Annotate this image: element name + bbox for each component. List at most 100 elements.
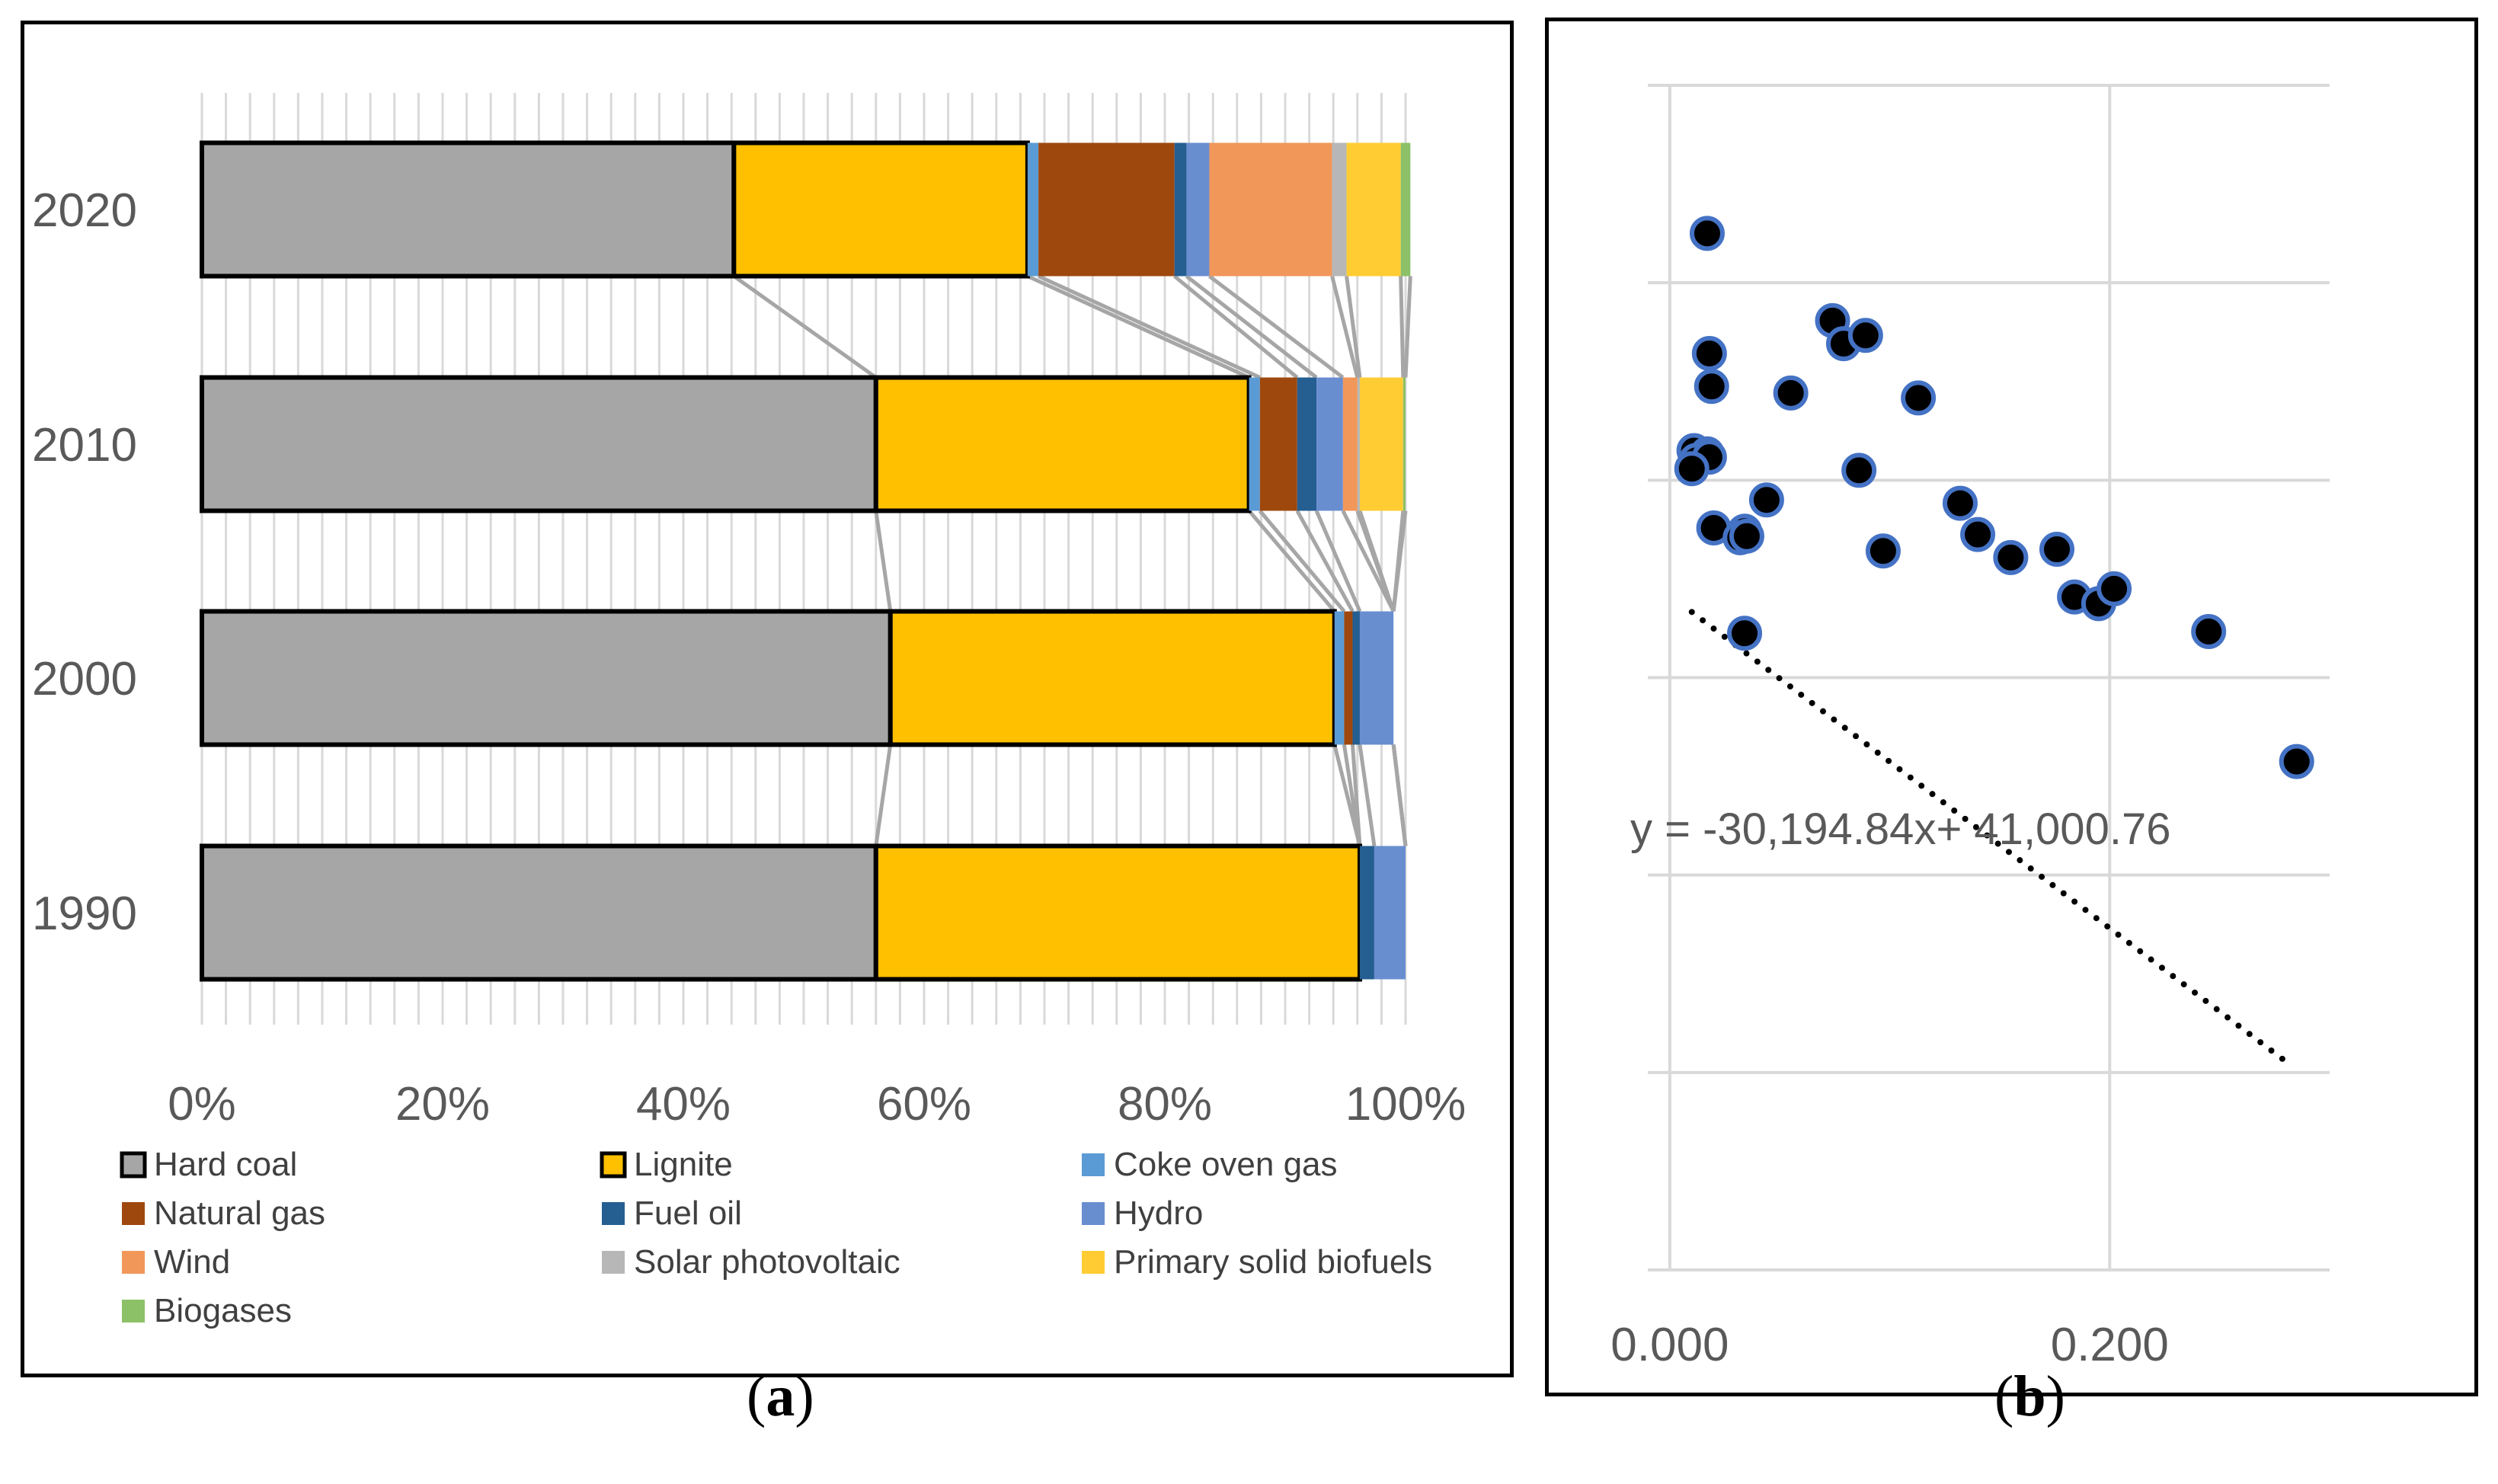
bar-lignite-2020 xyxy=(731,140,1030,279)
connector-line xyxy=(1185,274,1318,379)
bar-hard-coal-2020 xyxy=(200,140,737,279)
bar-coke-oven-gas-2000 xyxy=(1334,611,1345,745)
x-tick-label: 20% xyxy=(395,1078,490,1131)
connector-line xyxy=(1391,510,1408,612)
x-tick-label: 0.200 xyxy=(2051,1319,2169,1371)
y-tick-label: 2000 xyxy=(32,653,137,705)
connector-line xyxy=(1350,744,1362,846)
legend-swatch-hard-coal xyxy=(120,1151,147,1179)
scatter-point xyxy=(1689,216,1725,251)
bar-solar-photovoltaic-2020 xyxy=(1332,142,1347,277)
y-tick-label: 2020 xyxy=(32,184,137,237)
legend-label-primary-solid-biofuels: Primary solid biofuels xyxy=(1114,1243,1432,1281)
scatter-point xyxy=(2039,532,2074,568)
trendline xyxy=(1688,609,2295,1070)
panel-label-a: (a) xyxy=(747,1364,814,1428)
legend-swatch-hydro xyxy=(1082,1202,1105,1225)
y-tick-label: 1990 xyxy=(32,888,137,940)
bar-lignite-2010 xyxy=(873,375,1252,513)
connector-line xyxy=(1295,510,1355,612)
connector-line xyxy=(1247,509,1336,613)
legend-swatch-biogases xyxy=(122,1300,145,1322)
scatter-point xyxy=(1960,517,1996,552)
scatter-point xyxy=(2097,571,2132,606)
bar-solar-photovoltaic-2010 xyxy=(1357,377,1360,511)
x-tick-label: 80% xyxy=(1118,1078,1212,1131)
scatter-point xyxy=(1748,482,1784,518)
legend-swatch-lignite xyxy=(600,1151,627,1179)
bar-lignite-1990 xyxy=(873,843,1362,982)
scatter-point xyxy=(1993,539,2029,575)
legend-swatch-fuel-oil xyxy=(602,1202,625,1225)
legend-label-hydro: Hydro xyxy=(1114,1195,1203,1232)
bar-wind-2020 xyxy=(1209,142,1332,277)
bar-lignite-2000 xyxy=(888,609,1337,747)
bar-primary-solid-biofuels-2020 xyxy=(1346,142,1401,277)
bar-coke-oven-gas-2020 xyxy=(1027,142,1039,277)
connector-line xyxy=(1314,510,1362,612)
bar-hard-coal-2010 xyxy=(200,375,878,513)
x-tick-label: 60% xyxy=(877,1078,971,1131)
bar-fuel-oil-1990 xyxy=(1359,846,1374,980)
bar-natural-gas-2010 xyxy=(1259,377,1297,511)
legend-label-fuel-oil: Fuel oil xyxy=(634,1195,742,1232)
legend-swatch-natural-gas xyxy=(122,1202,145,1225)
scatter-point xyxy=(1841,453,1877,488)
bar-hydro-1990 xyxy=(1374,846,1406,980)
panel-label-b: (b) xyxy=(1994,1364,2065,1428)
connector-line xyxy=(874,510,893,612)
trendline-equation: y = -30,194.84x+ 41,000.76 xyxy=(1630,804,2170,854)
connector-line xyxy=(1345,276,1362,378)
scatter-point xyxy=(1691,336,1727,372)
x-tick-label: 40% xyxy=(636,1078,731,1131)
legend-swatch-wind xyxy=(122,1251,145,1274)
connector-line xyxy=(1173,274,1299,379)
x-tick-label: 100% xyxy=(1345,1078,1466,1131)
scatter-point xyxy=(2279,744,2314,779)
bar-natural-gas-2020 xyxy=(1038,142,1175,277)
connector-line xyxy=(874,744,893,846)
legend-label-wind: Wind xyxy=(154,1243,230,1281)
legend-label-lignite: Lignite xyxy=(634,1146,733,1183)
legend-label-hard-coal: Hard coal xyxy=(154,1146,297,1183)
legend-swatch-primary-solid-biofuels xyxy=(1082,1251,1105,1274)
scatter-point xyxy=(1729,518,1764,554)
bar-fuel-oil-2000 xyxy=(1352,611,1360,745)
connector-line xyxy=(732,274,878,379)
legend-swatch-solar-photovoltaic xyxy=(602,1251,625,1274)
y-tick-label: 2010 xyxy=(32,419,137,472)
connector-line xyxy=(1391,744,1408,846)
connector-line xyxy=(1341,510,1396,612)
scatter-point xyxy=(1674,451,1710,487)
scatter-point xyxy=(1901,380,1937,416)
x-tick-label: 0% xyxy=(168,1078,236,1131)
bar-fuel-oil-2020 xyxy=(1174,142,1187,277)
connector-line xyxy=(1358,510,1396,612)
bar-hydro-2010 xyxy=(1316,377,1343,511)
connector-line xyxy=(1403,276,1412,378)
connector-line xyxy=(1258,509,1346,613)
scatter-point xyxy=(1694,369,1729,405)
bar-biogases-2020 xyxy=(1400,142,1411,277)
connector-line xyxy=(1399,276,1406,378)
scatter-point xyxy=(1865,533,1901,569)
bar-biogases-2010 xyxy=(1403,377,1406,511)
bar-natural-gas-2000 xyxy=(1344,611,1353,745)
bar-hydro-2000 xyxy=(1359,611,1394,745)
bar-coke-oven-gas-2010 xyxy=(1249,377,1260,511)
bar-primary-solid-biofuels-2010 xyxy=(1359,377,1403,511)
connector-line xyxy=(1358,744,1377,846)
x-tick-label: 0.000 xyxy=(1610,1319,1729,1371)
bar-hard-coal-1990 xyxy=(200,843,878,982)
legend-label-biogases: Biogases xyxy=(154,1292,292,1329)
legend-label-coke-oven-gas: Coke oven gas xyxy=(1114,1146,1338,1183)
legend-label-natural-gas: Natural gas xyxy=(154,1195,325,1232)
bar-fuel-oil-2010 xyxy=(1297,377,1317,511)
connector-line xyxy=(1330,275,1360,379)
bar-hydro-2020 xyxy=(1186,142,1210,277)
scatter-point xyxy=(2191,614,2227,650)
legend-label-solar-photovoltaic: Solar photovoltaic xyxy=(634,1243,900,1281)
bar-wind-2010 xyxy=(1342,377,1358,511)
